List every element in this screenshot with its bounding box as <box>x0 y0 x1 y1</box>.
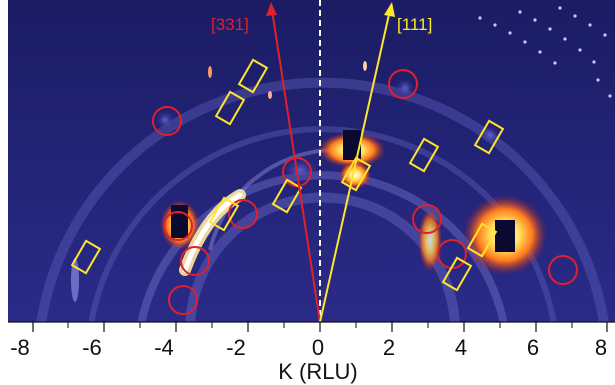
circle-marker <box>388 69 418 99</box>
circle-marker <box>228 199 258 229</box>
tick-label: -8 <box>10 335 30 360</box>
diamond-marker <box>208 196 240 232</box>
tick-label: 0 <box>312 335 324 360</box>
diamond-marker <box>441 256 473 292</box>
beam-stops <box>171 130 515 252</box>
tick-label: -4 <box>154 335 174 360</box>
diamond-marker <box>271 178 303 214</box>
arrow-331 <box>266 2 321 322</box>
circle-marker <box>163 211 193 241</box>
major-ticks <box>32 322 608 332</box>
diamond-marker <box>70 239 102 275</box>
diamond-markers <box>70 58 505 292</box>
arrow-label-331: [331] <box>211 15 249 34</box>
speckle-rings <box>478 6 612 98</box>
k-axis: -8 -6 -4 -2 0 2 4 6 8 K (RLU) <box>8 321 615 384</box>
tick-label: 4 <box>455 335 467 360</box>
arrow-label-111: [111] <box>397 15 432 34</box>
circle-marker <box>548 255 578 285</box>
tick-label: 2 <box>383 335 395 360</box>
detector-image: [331] [111] <box>8 0 615 322</box>
tick-label: -2 <box>226 335 246 360</box>
powder-ring <box>36 77 609 322</box>
tick-label: -6 <box>82 335 102 360</box>
beam-stop <box>171 205 188 238</box>
diamond-marker <box>408 137 440 173</box>
diamond-marker <box>214 90 246 126</box>
axis-title: K (RLU) <box>278 359 357 384</box>
circle-marker <box>180 246 210 276</box>
beam-stop <box>343 130 361 160</box>
tick-label: 6 <box>527 335 539 360</box>
tick-labels: -8 -6 -4 -2 0 2 4 6 8 <box>10 335 607 360</box>
beam-stop <box>495 220 515 252</box>
powder-rings <box>36 77 609 322</box>
diamond-marker <box>340 156 372 192</box>
diamond-marker <box>466 222 498 258</box>
powder-ring <box>185 192 460 322</box>
arrow-111 <box>319 2 395 322</box>
powder-ring <box>208 148 331 251</box>
circle-marker <box>412 204 442 234</box>
circle-marker <box>152 106 182 136</box>
diamond-marker <box>237 58 269 94</box>
minor-ticks <box>67 322 573 328</box>
circle-marker <box>168 285 198 315</box>
diamond-marker <box>473 119 505 155</box>
tick-label: 8 <box>595 335 607 360</box>
